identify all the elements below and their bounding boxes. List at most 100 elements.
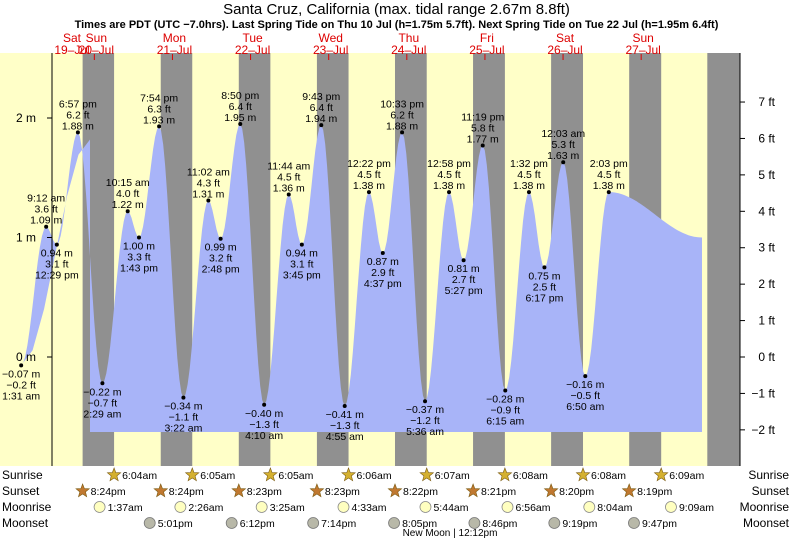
tide-label-line: 1.63 m	[547, 150, 579, 162]
tide-point	[286, 192, 291, 197]
tide-label-line: 2.5 ft	[533, 281, 556, 293]
tide-label-line: 1.38 m	[513, 180, 545, 192]
tide-label-line: 1:31 am	[2, 390, 40, 402]
tide-point	[606, 190, 611, 195]
axis-labels: 2 m 1 m 0 m 7 ft 6 ft 5 ft 4 ft 3 ft 2 ft 1 ft 0 f…	[16, 95, 776, 437]
low-tide-label: −0.34 m−1.1 ft3:22 am	[164, 395, 203, 435]
tide-label-line: −0.07 m	[2, 368, 40, 380]
tide-label-line: 0.94 m	[41, 248, 73, 260]
tide-label-line: 1.38 m	[353, 180, 385, 192]
moonrise-time: 3:25am	[270, 502, 305, 514]
tide-point	[54, 242, 59, 247]
low-tide-label: 1.00 m3.3 ft1:43 pm	[120, 235, 158, 275]
moonrise-time: 4:33am	[352, 502, 387, 514]
tide-point	[125, 209, 130, 214]
tide-label-line: 7:54 pm	[140, 92, 178, 104]
tide-label-line: −1.1 ft	[169, 412, 199, 424]
moonrise-time: 9:09am	[679, 502, 714, 514]
tide-label-line: 1.38 m	[593, 180, 625, 192]
moonset-icon	[548, 517, 561, 529]
sunrise-icon	[262, 467, 278, 482]
sunrise-time: 6:05am	[200, 470, 235, 482]
moonset-icon	[143, 517, 156, 529]
right-axis-label: 5 ft	[758, 168, 775, 182]
moonset-time: 9:19pm	[562, 518, 597, 530]
tide-label-line: 10:33 pm	[380, 98, 424, 110]
moonrise-icon	[501, 501, 514, 513]
tide-label-line: 1.22 m	[112, 199, 144, 211]
moonset-icon	[468, 517, 481, 529]
tide-label-line: 1.88 m	[386, 120, 418, 132]
low-tide-label: −0.40 m−1.3 ft4:10 am	[245, 402, 284, 442]
low-tide-label: −0.16 m−0.5 ft6:50 am	[566, 374, 605, 413]
night-band	[707, 53, 740, 466]
tide-point	[423, 399, 428, 404]
tide-point	[480, 143, 485, 148]
tide-label-line: 1.00 m	[123, 241, 155, 253]
tide-label-line: 2:48 pm	[202, 264, 240, 276]
sunrise-time: 6:05am	[278, 470, 313, 482]
tide-label-line: 2.9 ft	[371, 267, 394, 279]
moonrise-icon	[419, 501, 432, 513]
high-tide-label: 12:22 pm4.5 ft1.38 m	[347, 158, 391, 195]
tide-label-line: 1.36 m	[273, 182, 305, 194]
tide-label-line: 4:10 am	[245, 430, 283, 442]
tide-label-line: 4:37 pm	[364, 278, 402, 290]
tide-label-line: 6:50 am	[566, 401, 604, 413]
moonrise-time: 1:37am	[108, 502, 143, 514]
tide-label-line: 3.6 ft	[34, 204, 57, 216]
moonrise-icon	[255, 501, 268, 513]
sunrise-time: 6:09am	[669, 470, 704, 482]
tide-label-line: −0.7 ft	[88, 397, 118, 409]
tide-label-line: 11:44 am	[267, 160, 310, 172]
tide-point	[542, 265, 547, 270]
tide-label-line: 4.5 ft	[437, 169, 460, 181]
sunset-icon	[387, 483, 403, 498]
tide-label-line: 12:29 pm	[35, 270, 79, 282]
high-tide-label: 12:58 pm4.5 ft1.38 m	[427, 158, 471, 195]
tide-point	[136, 235, 141, 240]
high-tide-label: 9:12 am3.6 ft1.09 m	[27, 193, 65, 229]
day-date: 19‒Jul	[54, 43, 89, 57]
tide-label-line: −0.5 ft	[571, 390, 601, 402]
tide-label-line: −1.2 ft	[410, 415, 440, 427]
tide-curve	[21, 124, 702, 432]
day-date: 26‒Jul	[547, 43, 582, 57]
tide-label-line: 1.77 m	[467, 133, 499, 145]
moonrise-row-label-right: Moonrise	[740, 500, 790, 514]
day-of-week: Tue	[242, 31, 263, 45]
moonset-row-label-left: Moonset	[2, 516, 49, 530]
sunset-row-label-left: Sunset	[2, 484, 40, 498]
tide-label-line: 1.88 m	[62, 120, 94, 132]
moonset-time: 8:05pm	[402, 518, 437, 530]
right-axis-label: 7 ft	[758, 95, 775, 109]
day-labels: Sat19‒JulSun20‒JulMon21‒JulTue22‒JulWed2…	[54, 31, 661, 60]
moonrise-time: 2:26am	[188, 502, 223, 514]
tide-label-line: −1.3 ft	[249, 419, 279, 431]
day-of-week: Thu	[398, 31, 419, 45]
low-tide-label: −0.37 m−1.2 ft5:36 am	[406, 399, 444, 438]
sunrise-time: 6:07am	[435, 470, 470, 482]
sunrise-row-label-right: Sunrise	[748, 468, 789, 482]
tide-point	[100, 381, 105, 386]
tide-label-line: 3:22 am	[164, 423, 202, 435]
sunset-time: 8:20pm	[559, 486, 594, 498]
tide-point	[447, 190, 452, 195]
sunrise-icon	[497, 467, 513, 482]
tide-label-line: 6.4 ft	[310, 102, 333, 114]
tide-label-line: 6:17 pm	[525, 292, 563, 304]
sunset-icon	[621, 483, 637, 498]
moonrise-icon	[583, 501, 596, 513]
tide-label-line: 8:50 pm	[221, 90, 259, 102]
tide-point	[561, 160, 566, 165]
sunrise-icon	[653, 467, 669, 482]
sunset-icon	[75, 483, 91, 498]
tide-point	[262, 402, 267, 407]
tide-label-line: 5.3 ft	[552, 139, 575, 151]
tide-label-line: 2:29 am	[83, 408, 121, 420]
tide-point	[218, 236, 223, 241]
